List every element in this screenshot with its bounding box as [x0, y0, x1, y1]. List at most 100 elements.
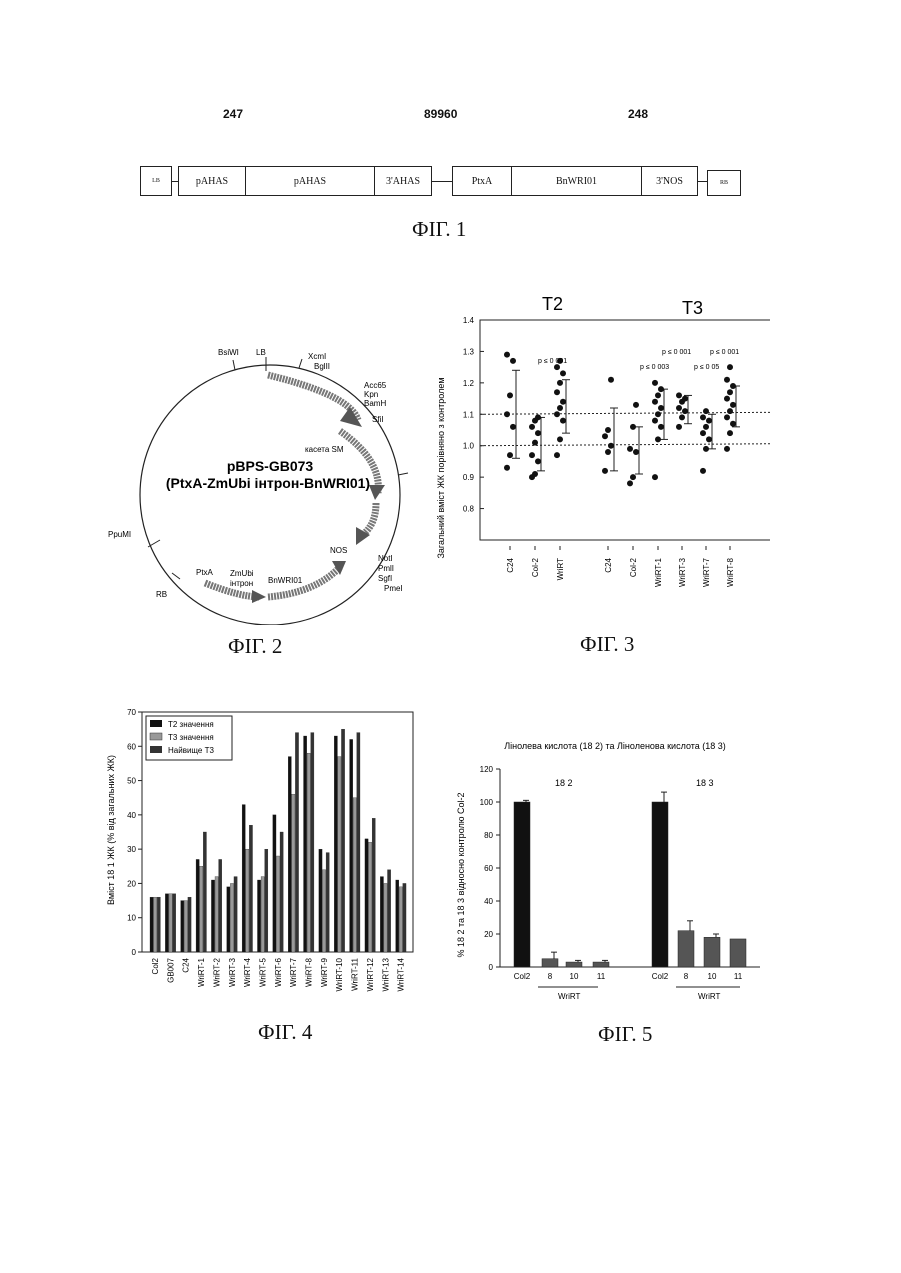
fig4-xtick-label-7: WriRT-5 — [258, 957, 267, 987]
label-lb: LB — [256, 348, 266, 357]
fig4-ytick-label-5: 50 — [127, 777, 136, 786]
fig4-bar-chart: Вміст 18 1 ЖК (% від загальних ЖК) 01020… — [100, 700, 420, 1020]
fig3-point-3-0 — [602, 468, 608, 474]
tick-rb — [172, 573, 180, 579]
fig2-caption: ФІГ. 2 — [228, 634, 282, 659]
fig3-xtick-label-6: WriRT-3 — [678, 557, 687, 587]
plasmid-title-line2: (PtxA-ZmUbi інтрон-BnWRI01) — [166, 475, 370, 491]
tick-bsiwi — [233, 360, 235, 370]
fig3-point-1-8 — [535, 414, 541, 420]
fig4-xtick-label-4: WriRT-2 — [212, 957, 221, 987]
fig4-bar-16-2 — [403, 883, 406, 952]
construct-box-ptxa: PtxA — [452, 166, 512, 196]
fig4-bar-16-0 — [396, 880, 399, 952]
fig4-xtick-label-5: WriRT-3 — [228, 957, 237, 987]
label-ptxa: PtxA — [196, 568, 214, 577]
arrow-right-lower — [362, 503, 376, 535]
fig3-point-2-1 — [557, 436, 563, 442]
fig4-bar-10-1 — [307, 753, 310, 952]
fig3-point-4-1 — [630, 474, 636, 480]
fig3-point-6-0 — [676, 424, 682, 430]
fig4-ytick-label-4: 40 — [127, 811, 136, 820]
fig3-point-0-2 — [510, 424, 516, 430]
fig4-bar-8-1 — [276, 856, 279, 952]
fig3-point-7-5 — [706, 418, 712, 424]
fig3-t2-label: T2 — [542, 294, 563, 314]
fig3-point-8-2 — [730, 421, 736, 427]
fig5-group-axis-label-1: WriRT — [558, 992, 580, 1001]
fig3-point-7-3 — [700, 430, 706, 436]
fig3-point-3-2 — [608, 443, 614, 449]
fig4-bar-3-1 — [200, 866, 203, 952]
fig4-bar-15-0 — [380, 877, 383, 952]
fig3-point-0-0 — [504, 465, 510, 471]
label-pmel: PmeI — [384, 584, 403, 593]
legend-label-best: Найвище T3 — [168, 746, 214, 755]
fig4-bar-7-2 — [265, 849, 268, 952]
fig3-point-8-10 — [727, 364, 733, 370]
fig5-bar-4 — [652, 802, 668, 967]
label-nos: NOS — [330, 546, 347, 555]
legend-label-t2: T2 значення — [168, 720, 214, 729]
fig3-ytick-label-2: 1.0 — [463, 442, 475, 451]
fig4-xtick-label-10: WriRT-8 — [305, 957, 314, 987]
fig3-reference-line-1 — [480, 412, 770, 414]
fig4-xtick-label-8: WriRT-6 — [274, 957, 283, 987]
fig4-bar-9-0 — [288, 757, 291, 952]
fig3-point-8-3 — [724, 414, 730, 420]
fig3-point-3-3 — [602, 433, 608, 439]
fig5-xtick-label-2: 10 — [570, 972, 579, 981]
fig3-point-5-2 — [658, 424, 664, 430]
arrow-upper — [268, 375, 358, 420]
fig4-ytick-label-7: 70 — [127, 708, 136, 717]
fig3-point-0-3 — [504, 411, 510, 417]
fig3-point-1-6 — [529, 424, 535, 430]
fig4-bar-15-2 — [387, 870, 390, 952]
fig4-bar-11-0 — [319, 849, 322, 952]
fig4-bar-1-1 — [169, 894, 172, 952]
arrow-bnwri-head — [332, 561, 346, 575]
fig3-point-2-7 — [557, 380, 563, 386]
construct-box-rb: RB — [707, 170, 741, 196]
fig4-bar-9-1 — [292, 794, 295, 952]
fig4-bar-1-2 — [173, 894, 176, 952]
fig4-xtick-label-14: WriRT-12 — [366, 957, 375, 991]
label-pmll: PmlI — [378, 564, 394, 573]
fig4-bar-14-0 — [365, 839, 368, 952]
fig1-caption: ФІГ. 1 — [412, 217, 466, 242]
construct-box-bnwri01: BnWRI01 — [511, 166, 642, 196]
fig3-point-6-2 — [682, 408, 688, 414]
fig3-point-8-9 — [724, 377, 730, 383]
fig5-xtick-label-3: 11 — [597, 972, 606, 981]
fig3-point-6-3 — [676, 405, 682, 411]
fig3-point-4-5 — [633, 402, 639, 408]
fig3-point-2-6 — [554, 389, 560, 395]
fig4-bar-0-1 — [154, 897, 157, 952]
legend-swatch-best — [150, 746, 162, 753]
fig3-point-8-7 — [727, 389, 733, 395]
label-bglll: BglII — [314, 362, 330, 371]
fig5-xtick-label-0: Col2 — [514, 972, 531, 981]
fig3-xtick-label-0: C24 — [506, 557, 515, 572]
fig5-ytick-label-0: 0 — [489, 963, 494, 972]
fig5-bar-5 — [678, 931, 694, 967]
fig3-point-2-3 — [554, 411, 560, 417]
fig4-ytick-label-1: 10 — [127, 914, 136, 923]
fig5-ytick-label-3: 60 — [484, 864, 493, 873]
fig3-point-5-7 — [655, 392, 661, 398]
fig3-point-8-1 — [727, 430, 733, 436]
fig3-xtick-label-3: C24 — [604, 557, 613, 572]
label-bsiwi: BsiWI — [218, 348, 239, 357]
fig3-ytick-label-4: 1.2 — [463, 379, 475, 388]
fig3-point-0-5 — [510, 358, 516, 364]
fig3-point-5-3 — [652, 418, 658, 424]
legend-swatch-t3 — [150, 733, 162, 740]
tick-right — [398, 473, 408, 475]
fig4-bar-5-0 — [227, 887, 230, 952]
fig4-bar-14-2 — [372, 818, 375, 952]
legend-swatch-t2 — [150, 720, 162, 727]
fig4-bar-6-2 — [249, 825, 252, 952]
fig3-point-4-0 — [627, 480, 633, 486]
fig4-bar-0-0 — [150, 897, 153, 952]
fig4-bar-8-0 — [273, 815, 276, 952]
